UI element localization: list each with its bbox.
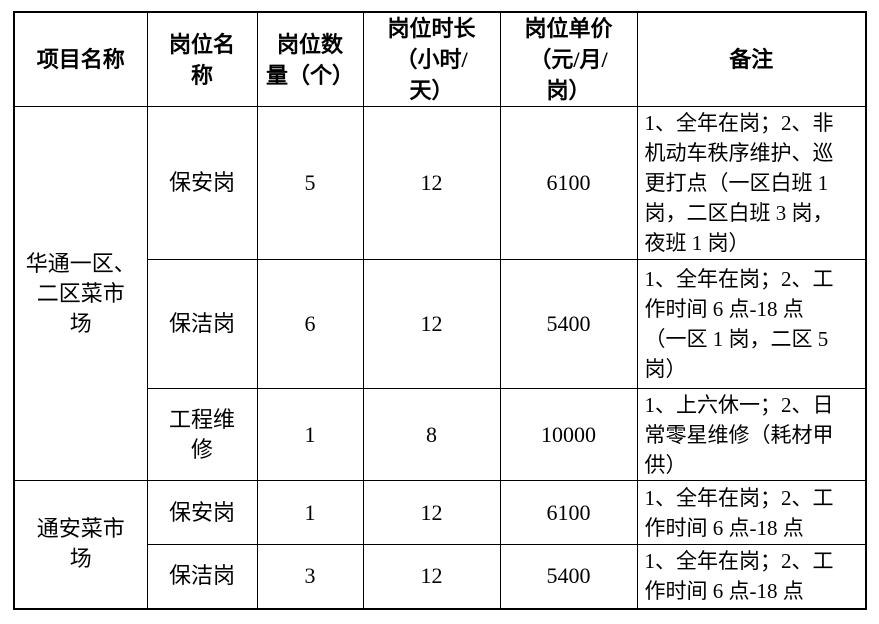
position-cell: 保安岗 (146, 106, 258, 260)
hours-cell: 8 (362, 388, 501, 481)
quantity-cell: 1 (256, 480, 364, 545)
quantity-cell: 3 (256, 544, 364, 609)
table-row-huatong-cleaning: 保洁岗 6 12 5400 1、全年在岗；2、工 作时间 6 点-18 点 （一… (14, 259, 867, 389)
table-row-tongan-security: 通安菜市 场 保安岗 1 12 6100 1、全年在岗；2、工 作时间 6 点-… (13, 480, 867, 609)
price-cell: 5400 (499, 259, 638, 389)
header-position-quantity: 岗位数 量（个） (256, 11, 364, 107)
position-cell: 保洁岗 (146, 259, 258, 389)
position-cell: 保洁岗 (146, 544, 258, 609)
quantity-cell: 6 (256, 259, 364, 389)
header-position-price: 岗位单价 （元/月/ 岗） (499, 11, 638, 107)
hours-cell: 12 (362, 480, 501, 545)
project-cell-huatong: 华通一区、 二区菜市 场 (13, 106, 148, 481)
position-cell: 工程维 修 (146, 388, 258, 481)
remark-cell: 1、全年在岗；2、非 机动车秩序维护、巡 更打点（一区白班 1 岗，二区白班 3… (636, 106, 867, 260)
position-cell: 保安岗 (146, 480, 258, 545)
header-position-name: 岗位名 称 (146, 11, 258, 107)
remark-cell: 1、全年在岗；2、工 作时间 6 点-18 点 (636, 544, 867, 609)
price-cell: 5400 (499, 544, 638, 609)
quantity-cell: 1 (256, 388, 364, 481)
hours-cell: 12 (362, 544, 501, 609)
header-position-hours: 岗位时长 （小时/ 天） (362, 11, 501, 107)
hours-cell: 12 (362, 259, 501, 389)
job-positions-table: 项目名称 岗位名 称 岗位数 量（个） 岗位时长 （小时/ 天） 岗位单价 （元… (13, 11, 867, 610)
remark-cell: 1、全年在岗；2、工 作时间 6 点-18 点 （一区 1 岗，二区 5 岗） (636, 259, 867, 389)
table-row-huatong-security: 华通一区、 二区菜市 场 保安岗 5 12 6100 1、全年在岗；2、非 机动… (13, 106, 867, 481)
hours-cell: 12 (362, 106, 501, 260)
price-cell: 6100 (499, 106, 638, 260)
header-project-name: 项目名称 (13, 11, 148, 107)
remark-cell: 1、上六休一；2、日 常零星维修（耗材甲 供） (636, 388, 867, 481)
price-cell: 10000 (499, 388, 638, 481)
price-cell: 6100 (499, 480, 638, 545)
table-row-tongan-cleaning: 保洁岗 3 12 5400 1、全年在岗；2、工 作时间 6 点-18 点 (14, 544, 867, 609)
quantity-cell: 5 (256, 106, 364, 260)
header-remarks: 备注 (636, 11, 867, 107)
project-cell-tongan: 通安菜市 场 (13, 480, 148, 609)
remark-cell: 1、全年在岗；2、工 作时间 6 点-18 点 (636, 480, 867, 545)
header-row: 项目名称 岗位名 称 岗位数 量（个） 岗位时长 （小时/ 天） 岗位单价 （元… (13, 11, 867, 107)
